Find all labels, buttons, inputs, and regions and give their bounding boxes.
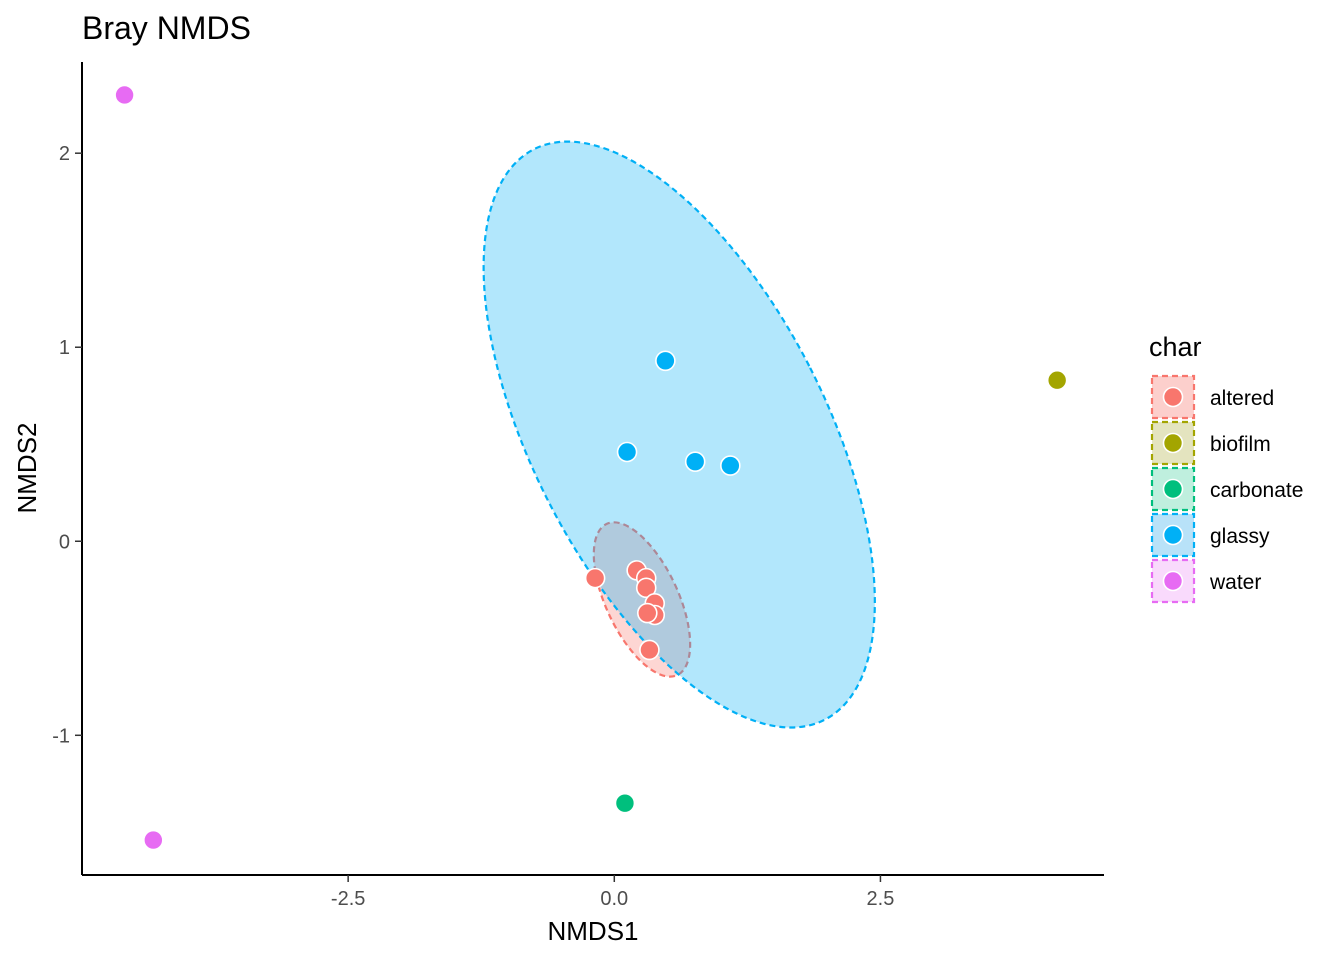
y-tick-label: 0 (59, 531, 70, 553)
ellipse-altered (592, 521, 692, 678)
legend-item-biofilm: biofilm (1150, 420, 1271, 466)
y-axis-title: NMDS2 (12, 422, 42, 513)
point-glassy-4 (720, 455, 741, 476)
legend-label-altered: altered (1210, 387, 1274, 410)
axes: -2.5 0.0 2.5 -1 0 1 2 (52, 62, 1104, 910)
legend-marker-water (1162, 570, 1184, 592)
legend-marker-carbonate (1162, 478, 1184, 500)
y-tick-label: 1 (59, 337, 70, 359)
point-glassy-2 (616, 441, 638, 463)
legend-marker-biofilm (1162, 432, 1184, 454)
ellipse-layer (482, 140, 876, 729)
legend-item-glassy: glassy (1150, 512, 1270, 558)
y-tick-label: -1 (52, 725, 70, 747)
legend-label-carbonate: carbonate (1210, 479, 1303, 502)
legend-marker-altered (1162, 386, 1184, 408)
legend-key-glassy (1150, 512, 1196, 558)
point-glassy-1 (655, 350, 676, 372)
legend-label-biofilm: biofilm (1210, 433, 1271, 456)
x-tick-label: -2.5 (331, 888, 365, 910)
legend-item-altered: altered (1150, 374, 1274, 420)
y-tick-label: 2 (59, 143, 70, 165)
legend-label-water: water (1209, 571, 1261, 594)
point-biofilm-1 (1046, 369, 1068, 391)
legend-marker-glassy (1162, 524, 1184, 546)
x-tick-label: 0.0 (600, 888, 628, 910)
x-axis-title: NMDS1 (547, 916, 638, 946)
x-tick-label: 2.5 (867, 888, 895, 910)
point-altered-4 (635, 577, 657, 599)
point-altered-1 (584, 567, 606, 589)
ellipse-glassy (482, 140, 876, 729)
point-water-1 (114, 84, 135, 106)
point-altered-8 (639, 639, 660, 661)
legend-item-carbonate: carbonate (1150, 466, 1303, 512)
point-carbonate-1 (614, 792, 636, 814)
point-altered-7 (636, 602, 658, 624)
legend-item-water: water (1150, 558, 1261, 604)
point-glassy-3 (684, 451, 706, 473)
point-water-2 (143, 829, 164, 851)
legend-title: char (1149, 332, 1202, 362)
legend-label-glassy: glassy (1210, 525, 1270, 548)
chart-title: Bray NMDS (82, 10, 251, 46)
legend: char altered biofilm carbonate glassy water (1149, 332, 1303, 604)
point-layer (114, 84, 1068, 851)
